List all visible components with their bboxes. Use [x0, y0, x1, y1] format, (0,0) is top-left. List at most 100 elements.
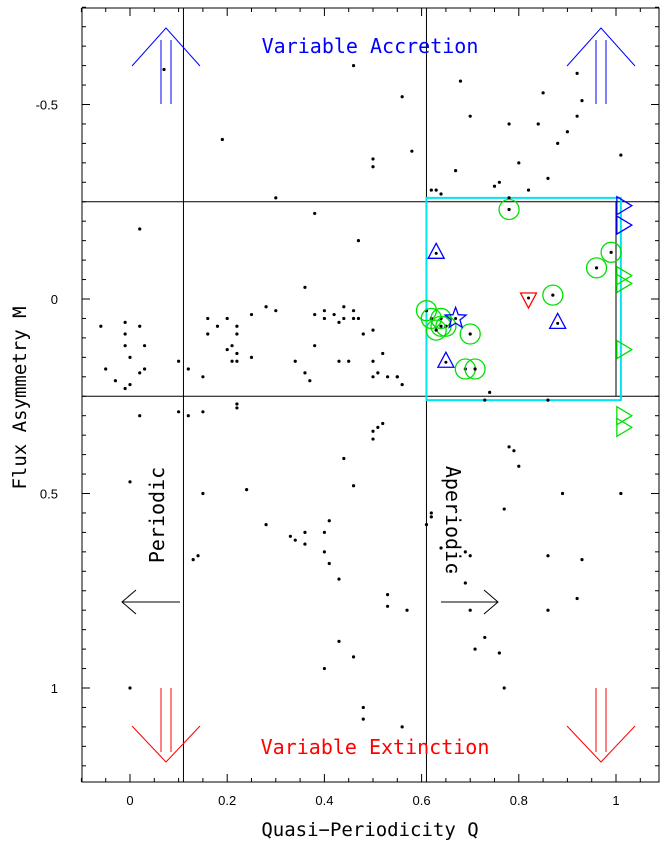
data-point — [434, 251, 438, 255]
data-point — [497, 180, 501, 184]
data-point — [235, 351, 239, 356]
data-point — [303, 530, 307, 535]
data-point — [230, 344, 234, 348]
highlight-box-group — [425, 196, 622, 402]
green-circle-marker — [464, 358, 486, 380]
data-point — [332, 312, 336, 317]
data-point — [546, 554, 550, 558]
data-point — [371, 359, 375, 363]
data-point — [274, 196, 278, 200]
data-point — [400, 382, 404, 387]
data-point — [575, 71, 579, 75]
data-point — [138, 371, 142, 375]
data-point — [502, 686, 506, 690]
data-point — [322, 316, 326, 321]
data-point — [560, 491, 565, 496]
data-points — [99, 64, 634, 729]
data-point — [235, 324, 239, 328]
data-point — [351, 655, 356, 659]
data-point — [313, 211, 317, 216]
data-point — [361, 717, 365, 721]
data-point — [138, 414, 142, 418]
data-point — [410, 149, 414, 153]
data-point — [371, 375, 375, 379]
data-point — [575, 114, 579, 118]
data-point — [235, 402, 239, 406]
data-point — [303, 285, 307, 289]
annotation-variable-accretion: Variable Accretion — [262, 34, 479, 58]
x-tick-label: 0.2 — [218, 793, 236, 808]
blue-triangle-marker — [436, 350, 455, 368]
data-point — [565, 130, 570, 134]
data-point — [483, 635, 487, 640]
data-point — [546, 176, 550, 181]
data-point — [322, 550, 326, 554]
data-point — [177, 410, 181, 414]
data-point — [376, 371, 380, 375]
data-point — [483, 398, 487, 402]
data-point — [376, 425, 380, 429]
data-point — [162, 67, 166, 72]
x-tick-label: 0 — [126, 793, 133, 808]
data-point — [128, 382, 132, 387]
data-point — [619, 491, 623, 496]
data-point — [142, 344, 147, 348]
data-point — [342, 316, 346, 321]
data-point — [293, 359, 297, 363]
y-tick-label: 0.5 — [40, 487, 58, 502]
highlight-box — [425, 196, 622, 402]
data-point — [507, 445, 511, 449]
data-point — [123, 344, 127, 348]
data-point — [454, 316, 458, 320]
data-point — [507, 122, 511, 126]
data-point — [468, 608, 472, 612]
data-point — [371, 429, 375, 433]
annotation-aperiodic: Aperiodic — [441, 466, 465, 574]
data-point — [429, 511, 433, 515]
data-point — [429, 188, 433, 192]
data-point — [429, 515, 433, 519]
data-point — [400, 95, 404, 99]
green-circle-marker — [415, 300, 438, 322]
data-point — [517, 464, 521, 468]
x-axis-title: Quasi−Periodicity Q — [261, 819, 478, 841]
green-circle-marker — [425, 319, 447, 341]
data-point — [488, 390, 492, 394]
data-point — [128, 480, 132, 484]
annotation-variable-extinction: Variable Extinction — [261, 735, 490, 759]
data-point — [463, 581, 467, 585]
data-point — [463, 550, 467, 554]
data-point — [424, 523, 429, 527]
data-point — [526, 188, 531, 192]
data-point — [303, 371, 307, 375]
data-point — [104, 367, 108, 371]
data-point — [546, 398, 550, 402]
green-circle-marker — [542, 284, 564, 306]
data-point — [264, 305, 268, 309]
green-circle-marker — [459, 323, 481, 345]
data-point — [201, 491, 205, 496]
green-right-triangle-marker — [616, 339, 634, 360]
x-tick-label: 0.6 — [413, 793, 431, 808]
data-point — [434, 188, 438, 192]
data-point — [337, 577, 341, 581]
green-right-triangle-marker — [616, 405, 634, 426]
reference-lines — [82, 8, 659, 782]
data-point — [502, 507, 506, 511]
data-point — [308, 379, 312, 383]
green-circle-marker — [600, 241, 622, 263]
green-circle-marker — [498, 198, 520, 221]
blue-right-triangle-marker — [616, 214, 634, 236]
data-point — [527, 296, 531, 300]
data-point — [454, 169, 458, 173]
data-point — [288, 534, 292, 538]
arrow-down-right-head — [566, 725, 636, 763]
data-point — [356, 316, 361, 321]
x-tick-label: 0.8 — [510, 793, 528, 808]
green-right-triangle-marker — [616, 417, 634, 438]
data-point — [138, 227, 142, 231]
data-point — [225, 316, 229, 321]
data-point — [395, 375, 399, 379]
data-point — [473, 367, 477, 371]
data-point — [541, 91, 545, 95]
